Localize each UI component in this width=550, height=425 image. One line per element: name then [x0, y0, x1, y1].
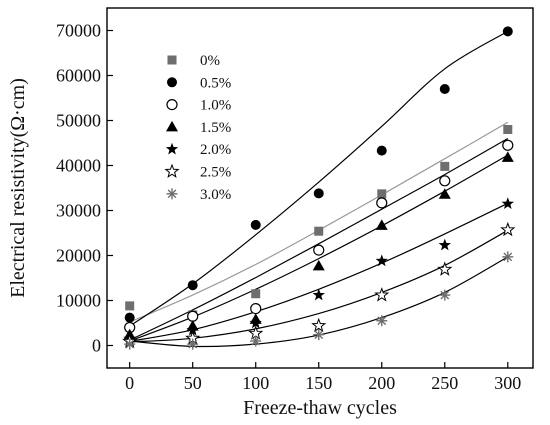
fit-curve-1	[129, 30, 509, 327]
legend-label: 1.5%	[200, 120, 231, 136]
y-tick-label: 60000	[56, 66, 101, 86]
x-tick-label: 200	[368, 373, 395, 393]
legend-label: 1.0%	[200, 98, 231, 114]
series-2-points	[124, 139, 514, 334]
data-point	[502, 26, 513, 37]
data-point	[313, 188, 324, 199]
data-point	[502, 139, 514, 151]
legend-marker	[164, 163, 180, 178]
data-point	[375, 219, 388, 230]
series-5-points	[122, 221, 516, 348]
legend-label: 2.5%	[200, 165, 231, 181]
data-point	[375, 254, 388, 267]
y-tick-label: 40000	[56, 156, 101, 176]
legend-marker	[166, 98, 178, 111]
data-point	[124, 338, 136, 350]
data-point	[376, 197, 388, 209]
data-point	[440, 161, 450, 171]
data-point	[250, 219, 261, 230]
legend-marker	[167, 55, 177, 65]
data-point	[439, 289, 451, 301]
legend-marker	[166, 120, 178, 132]
data-point	[438, 188, 451, 199]
data-point	[502, 251, 514, 263]
data-point	[250, 303, 262, 315]
data-point	[186, 323, 199, 336]
data-point	[187, 310, 199, 322]
y-axis-title: Electrical resistivity(Ω·cm)	[7, 78, 29, 298]
y-tick-label: 10000	[56, 291, 101, 311]
y-tick-label: 50000	[56, 111, 101, 131]
fit-curve-2	[129, 137, 509, 341]
data-point	[377, 189, 387, 199]
data-point	[374, 287, 390, 302]
legend-marker	[165, 142, 179, 155]
data-point	[503, 125, 513, 134]
data-point	[312, 259, 325, 271]
data-point	[500, 221, 516, 237]
legend-label: 0%	[200, 53, 220, 69]
x-tick-label: 50	[184, 373, 202, 393]
data-point	[501, 151, 514, 162]
legend-label: 3.0%	[200, 187, 231, 203]
data-point	[314, 226, 324, 236]
data-point	[313, 244, 325, 256]
x-tick-label: 150	[305, 373, 332, 393]
y-tick-label: 70000	[56, 21, 101, 41]
data-point	[439, 175, 451, 187]
legend-label: 0.5%	[200, 75, 231, 91]
legend-label: 2.0%	[200, 142, 231, 158]
data-point	[438, 238, 451, 251]
data-point	[376, 315, 388, 327]
x-tick-label: 100	[242, 373, 269, 393]
y-tick-label: 0	[92, 336, 101, 356]
legend-marker	[166, 188, 178, 200]
data-point	[376, 145, 387, 156]
legend-marker	[167, 77, 177, 88]
data-point	[187, 280, 198, 291]
data-point	[249, 316, 262, 329]
data-point	[501, 197, 514, 209]
series-6-points	[124, 251, 514, 350]
plot-frame	[106, 7, 534, 369]
legend: 0% 0.5% 1.0% 1.5% 2.0% 2.5% 3.0%	[164, 53, 231, 203]
data-point	[250, 335, 262, 347]
x-tick-label: 0	[125, 373, 134, 393]
data-point	[125, 301, 135, 311]
data-point	[312, 288, 325, 301]
data-point	[124, 312, 135, 323]
data-point	[313, 329, 325, 341]
data-point	[251, 289, 261, 299]
data-point	[187, 338, 199, 350]
x-tick-label: 250	[431, 373, 458, 393]
x-axis-title: Freeze-thaw cycles	[243, 397, 397, 419]
series-1-points	[124, 26, 513, 323]
x-tick-label: 300	[494, 373, 521, 393]
data-point	[437, 261, 453, 276]
y-tick-label: 30000	[56, 201, 101, 221]
data-point	[439, 84, 450, 94]
y-tick-label: 20000	[56, 246, 101, 266]
data-point	[311, 317, 327, 333]
